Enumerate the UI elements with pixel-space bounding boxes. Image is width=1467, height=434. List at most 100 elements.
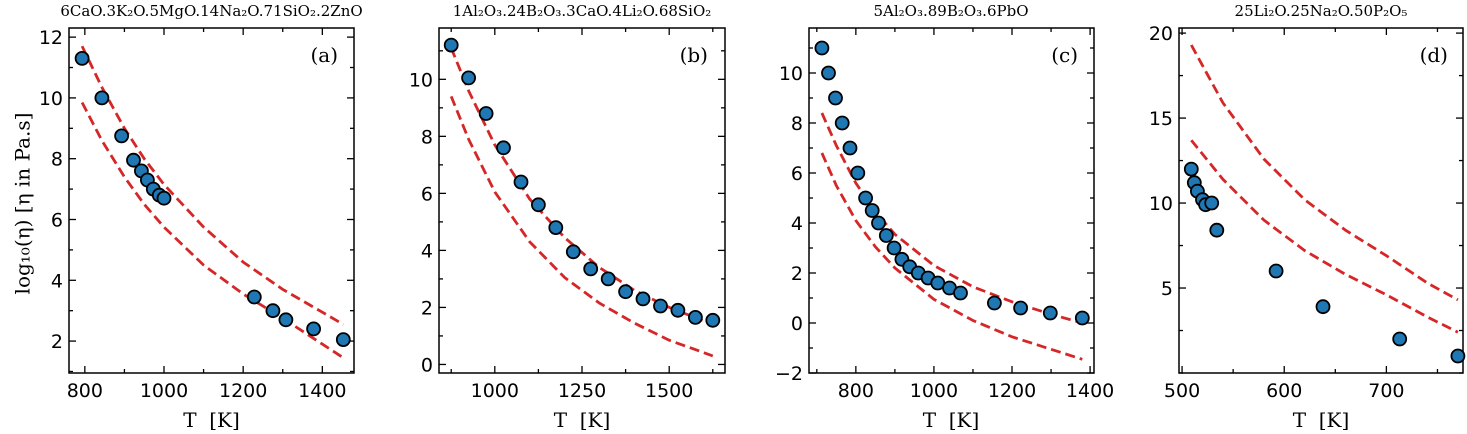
y-tick-label: 10: [39, 88, 63, 110]
data-point: [850, 165, 866, 181]
data-point: [1209, 222, 1225, 238]
y-tick-label: −2: [775, 363, 803, 385]
data-point: [74, 51, 90, 66]
data-point: [156, 190, 172, 206]
data-point: [834, 115, 850, 131]
upper-bound-curve: [1190, 44, 1459, 302]
data-point: [670, 302, 686, 318]
upper-bound-curve: [820, 112, 1083, 325]
data-point: [265, 303, 281, 319]
data-point: [600, 271, 616, 287]
data-point: [814, 40, 830, 56]
y-tick-label: 2: [421, 297, 433, 319]
x-tick-label: 1000: [140, 380, 188, 402]
plot-frame: [1178, 27, 1464, 374]
x-tick-label: 1200: [988, 380, 1036, 402]
data-point: [821, 65, 836, 81]
data-point: [1013, 300, 1028, 316]
data-point: [531, 197, 546, 213]
data-point: [1392, 331, 1408, 347]
data-point: [1268, 263, 1284, 279]
lower-bound-curve: [80, 101, 345, 359]
x-axis-label: T [K]: [1293, 408, 1350, 432]
y-tick-label: 6: [421, 183, 433, 205]
data-point: [953, 285, 968, 301]
data-point: [94, 90, 110, 106]
data-point: [478, 106, 494, 121]
y-tick-label: 2: [51, 331, 63, 353]
x-tick-label: 600: [1266, 380, 1302, 402]
y-tick-label: 8: [791, 113, 803, 135]
data-point: [278, 312, 294, 328]
y-tick-label: 15: [1149, 108, 1173, 130]
data-point: [688, 309, 703, 325]
data-point: [653, 298, 668, 314]
data-point: [565, 244, 581, 260]
plot-frame: [68, 27, 355, 374]
y-tick-label: 6: [791, 163, 803, 185]
x-tick-label: 1000: [910, 380, 958, 402]
data-point: [335, 332, 351, 348]
data-point: [513, 174, 529, 190]
y-tick-label: 8: [421, 126, 433, 148]
y-tick-label: 8: [51, 149, 63, 171]
panel-label: (a): [310, 43, 338, 67]
data-point: [126, 152, 141, 168]
data-point: [246, 289, 262, 305]
y-tick-label: 12: [39, 27, 63, 49]
data-point: [1450, 348, 1466, 364]
panel-title: 6CaO.3K₂O.5MgO.14Na₂O.71SiO₂.2ZnO: [60, 2, 362, 20]
x-tick-label: 700: [1368, 380, 1404, 402]
x-tick-label: 1250: [558, 380, 606, 402]
panel-b: 1Al₂O₃.24B₂O₃.3CaO.4Li₂O.68SiO₂ T [K] (b…: [409, 2, 726, 432]
x-tick-label: 800: [67, 380, 103, 402]
data-point: [548, 220, 564, 236]
x-tick-label: 1200: [219, 380, 267, 402]
x-axis-label: T [K]: [554, 408, 611, 432]
y-tick-label: 6: [51, 209, 63, 231]
panel-title: 1Al₂O₃.24B₂O₃.3CaO.4Li₂O.68SiO₂: [453, 2, 712, 20]
data-point: [1074, 310, 1090, 326]
x-axis-label: T [K]: [923, 408, 980, 432]
data-point: [583, 261, 599, 277]
data-point: [886, 240, 902, 256]
y-tick-label: 10: [779, 63, 803, 85]
y-tick-label: 2: [791, 263, 803, 285]
data-point: [842, 140, 858, 156]
y-tick-label: 20: [1149, 23, 1173, 45]
data-point: [1315, 299, 1331, 315]
y-tick-label: 4: [791, 213, 803, 235]
lower-bound-curve: [1190, 139, 1459, 334]
data-point: [618, 284, 633, 300]
y-tick-label: 5: [1161, 278, 1173, 300]
panel-title: 5Al₂O₃.89B₂O₃.6PbO: [873, 2, 1028, 20]
y-tick-label: 0: [421, 354, 433, 376]
x-tick-label: 500: [1164, 380, 1200, 402]
x-tick-label: 800: [838, 380, 874, 402]
x-tick-label: 1400: [298, 380, 346, 402]
panel-label: (b): [680, 43, 708, 67]
panel-label: (c): [1051, 43, 1078, 67]
data-point: [1183, 161, 1199, 177]
y-tick-label: 10: [409, 69, 433, 91]
data-point: [864, 203, 880, 218]
y-tick-label: 10: [1149, 193, 1173, 215]
x-tick-label: 1500: [645, 380, 693, 402]
y-tick-label: 0: [791, 313, 803, 335]
data-point: [496, 140, 511, 156]
upper-bound-curve: [80, 45, 345, 326]
x-tick-label: 1400: [1066, 380, 1114, 402]
panel-c: 5Al₂O₃.89B₂O₃.6PbO T [K] (c) 800 1000 1200…: [775, 2, 1114, 432]
data-point: [306, 321, 322, 337]
data-point: [987, 295, 1002, 311]
y-axis-label: log₁₀(η) [η in Pa.s]: [11, 113, 35, 295]
data-point: [1204, 195, 1220, 211]
data-point: [443, 37, 459, 53]
panel-d: 25Li₂O.25Na₂O.50P₂O₅ T [K] (d) 500 600 700…: [1149, 2, 1466, 432]
data-point: [705, 312, 721, 328]
lower-bound-curve: [449, 95, 714, 358]
y-tick-label: 4: [421, 240, 433, 262]
panel-title: 25Li₂O.25Na₂O.50P₂O₅: [1235, 2, 1408, 20]
data-point: [871, 215, 886, 231]
